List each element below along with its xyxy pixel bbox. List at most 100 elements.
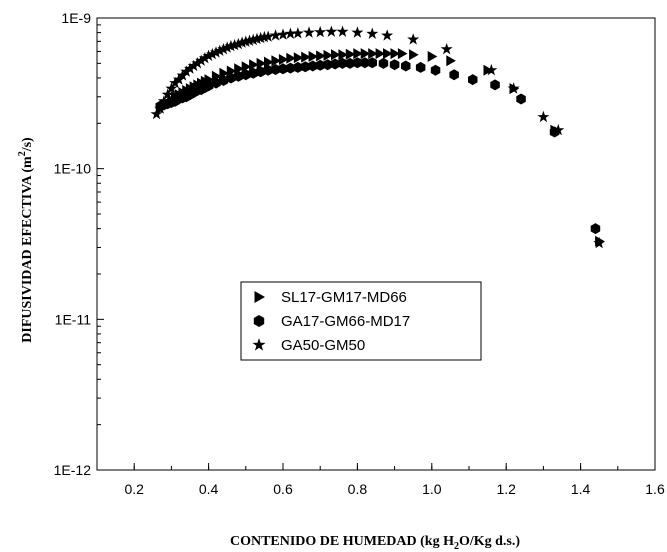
data-point	[211, 77, 221, 89]
data-point	[378, 57, 389, 69]
legend-label: SL17-GM17-MD66	[281, 289, 407, 306]
data-point	[277, 28, 289, 40]
data-point	[195, 54, 208, 66]
data-point	[258, 30, 271, 43]
data-point	[301, 51, 311, 63]
data-point	[232, 37, 245, 50]
data-point	[360, 48, 371, 60]
data-point	[256, 57, 267, 69]
data-point	[552, 123, 565, 136]
data-point	[389, 59, 400, 71]
x-tick-label: 0.4	[199, 481, 219, 497]
data-point	[247, 33, 260, 46]
legend-label: GA50-GM50	[281, 337, 365, 354]
data-point	[345, 57, 355, 69]
data-point	[206, 47, 219, 60]
data-point	[202, 49, 215, 62]
data-point	[352, 57, 363, 69]
data-point	[490, 79, 500, 91]
data-point	[191, 57, 204, 69]
data-point	[203, 80, 214, 92]
data-point	[440, 43, 453, 55]
data-point	[390, 48, 401, 60]
y-axis-label-prefix: DIFUSIVIDAD EFECTIVA (m	[20, 156, 35, 343]
data-point	[278, 63, 288, 75]
data-point	[360, 57, 370, 69]
data-point	[218, 75, 229, 86]
data-point	[264, 56, 274, 68]
data-point	[325, 25, 338, 37]
data-point	[172, 73, 185, 85]
data-point	[397, 48, 408, 60]
data-point	[331, 49, 341, 61]
legend-marker	[253, 315, 265, 327]
x-tick-label: 0.8	[348, 481, 368, 497]
data-point	[351, 26, 364, 38]
data-point	[407, 33, 420, 45]
data-point	[285, 62, 296, 74]
data-point	[485, 63, 498, 76]
x-tick-label: 1.4	[571, 481, 591, 497]
data-point	[271, 55, 282, 67]
data-point	[161, 88, 174, 100]
y-tick-label: 1E-12	[54, 462, 92, 478]
data-point	[323, 49, 334, 61]
data-point	[234, 63, 244, 75]
x-axis-label: CONTENIDO DE HUMEDAD (kg H2O/Kg d.s.)	[230, 534, 520, 552]
data-point	[241, 61, 252, 73]
data-point	[249, 59, 259, 71]
data-point	[415, 61, 426, 73]
data-point	[368, 48, 378, 60]
data-point	[248, 67, 258, 79]
data-point	[345, 48, 356, 60]
y-axis-label-sup: 2	[17, 151, 28, 156]
legend: SL17-GM17-MD66 GA17-GM66-MD17 GA50-GM50	[240, 281, 482, 361]
y-axis-label-suffix: /s)	[20, 137, 35, 152]
data-point	[366, 27, 379, 39]
x-axis-label-prefix: CONTENIDO DE HUMEDAD (kg H	[230, 534, 454, 549]
data-point	[255, 66, 266, 78]
data-point	[187, 59, 200, 72]
data-point	[239, 35, 252, 47]
data-point	[314, 25, 327, 38]
data-point	[221, 41, 234, 53]
data-point	[409, 49, 419, 61]
data-point	[401, 60, 411, 72]
series-3	[150, 25, 606, 249]
data-point	[243, 34, 256, 46]
data-point	[184, 62, 196, 74]
y-tick-label: 1E-11	[55, 311, 92, 327]
data-point	[150, 107, 163, 120]
axis-ticks: 0.2 0.4 0.6 0.8 1.0 1.2 1.4 1.6 1E-12 1E-11 1E-10 1…	[54, 10, 665, 497]
data-point	[236, 36, 249, 48]
data-point	[241, 69, 251, 81]
data-point	[226, 72, 236, 84]
y-tick-label: 1E-10	[54, 161, 92, 177]
data-point	[157, 95, 170, 107]
data-point	[210, 46, 223, 58]
data-point	[262, 30, 275, 42]
x-tick-label: 0.2	[124, 481, 144, 497]
x-axis-label-suffix: O/Kg d.s.)	[459, 534, 520, 549]
data-point	[300, 61, 311, 73]
plot-border	[96, 17, 656, 471]
data-point	[198, 52, 211, 64]
data-point	[308, 60, 318, 72]
legend-marker	[254, 291, 265, 303]
data-point	[593, 236, 606, 249]
data-point	[516, 93, 526, 105]
data-point	[308, 51, 319, 62]
legend-box	[240, 281, 482, 361]
data-point	[278, 54, 289, 65]
series-2	[155, 57, 601, 235]
x-tick-label: 1.2	[496, 481, 516, 497]
data-point	[446, 55, 456, 67]
data-point	[353, 48, 363, 60]
data-point	[427, 51, 438, 62]
data-point	[303, 26, 316, 38]
data-point	[383, 48, 393, 60]
data-point	[338, 49, 348, 61]
data-point	[224, 39, 237, 52]
data-point	[336, 25, 349, 37]
data-point	[316, 50, 326, 62]
